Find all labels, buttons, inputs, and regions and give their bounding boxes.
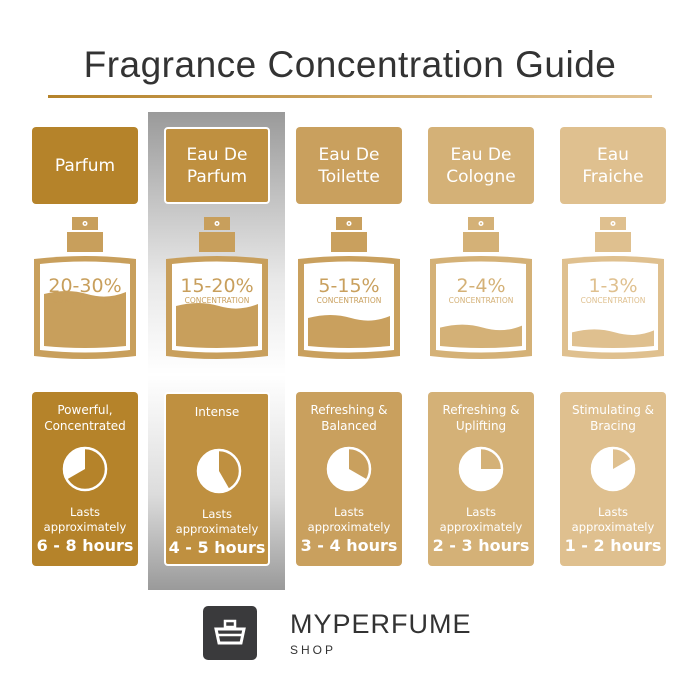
longevity-card: Refreshing & Uplifting Lasts approximate…: [428, 392, 534, 566]
lasts-label: Lasts approximately: [439, 505, 523, 534]
lasts-label: Lasts approximately: [571, 505, 655, 534]
brand-logo-icon: [203, 606, 257, 660]
duration-value: 6 - 8 hours: [36, 536, 134, 555]
longevity-card: Powerful, Concentrated Lasts approximate…: [32, 392, 138, 566]
concentration-label: CONCENTRATION: [53, 296, 118, 305]
duration-value: 2 - 3 hours: [432, 536, 530, 555]
bottle-icon: 1-3% CONCENTRATION: [562, 217, 664, 359]
liquid-fill: [44, 291, 126, 348]
duration-value: 4 - 5 hours: [168, 538, 266, 557]
liquid-fill: [308, 315, 390, 348]
liquid-fill: [176, 303, 258, 348]
duration-value: 1 - 2 hours: [564, 536, 662, 555]
duration-pie-icon: [326, 446, 372, 492]
title-divider: [48, 95, 652, 98]
duration-wedge: [219, 450, 241, 490]
scent-description: Refreshing & Uplifting: [442, 403, 520, 433]
type-header: Parfum: [32, 127, 138, 204]
type-header: Eau Fraiche: [560, 127, 666, 204]
brand-name: MYPERFUME: [290, 609, 472, 639]
concentration-label: CONCENTRATION: [317, 296, 382, 305]
longevity-card: Intense Lasts approximately 4 - 5 hours: [164, 392, 270, 566]
liquid-fill: [572, 329, 654, 348]
scent-description: Refreshing & Balanced: [310, 403, 388, 433]
scent-description: Powerful, Concentrated: [44, 403, 126, 433]
liquid-fill: [440, 324, 522, 348]
bottle-icon: 15-20% CONCENTRATION: [166, 217, 268, 359]
page-title: Fragrance Concentration Guide: [83, 44, 617, 85]
concentration-percent: 20-30%: [48, 275, 121, 297]
duration-pie-icon: [62, 446, 108, 492]
type-header: Eau De Parfum: [164, 127, 270, 204]
concentration-percent: 15-20%: [180, 275, 253, 297]
longevity-card: Stimulating & Bracing Lasts approximatel…: [560, 392, 666, 566]
bottle-icon: 2-4% CONCENTRATION: [430, 217, 532, 359]
concentration-label: CONCENTRATION: [449, 296, 514, 305]
brand-subtitle: SHOP: [290, 643, 337, 657]
concentration-percent: 5-15%: [318, 275, 379, 297]
concentration-percent: 1-3%: [588, 275, 637, 297]
concentration-label: CONCENTRATION: [185, 296, 250, 305]
lasts-label: Lasts approximately: [43, 505, 127, 534]
duration-value: 3 - 4 hours: [300, 536, 398, 555]
lasts-label: Lasts approximately: [307, 505, 391, 534]
duration-pie-icon: [590, 446, 636, 492]
duration-pie-icon: [458, 446, 504, 492]
longevity-card: Refreshing & Balanced Lasts approximatel…: [296, 392, 402, 566]
concentration-percent: 2-4%: [456, 275, 505, 297]
concentration-label: CONCENTRATION: [581, 296, 646, 305]
type-header: Eau De Toilette: [296, 127, 402, 204]
bottle-icon: 5-15% CONCENTRATION: [298, 217, 400, 359]
duration-pie-icon: [196, 448, 242, 494]
type-header: Eau De Cologne: [428, 127, 534, 204]
bottle-icon: 20-30% CONCENTRATION: [34, 217, 136, 359]
lasts-label: Lasts approximately: [175, 507, 259, 536]
duration-wedge: [66, 448, 106, 490]
scent-description: Intense: [194, 405, 240, 419]
duration-wedge: [481, 448, 502, 469]
scent-description: Stimulating & Bracing: [571, 403, 655, 433]
